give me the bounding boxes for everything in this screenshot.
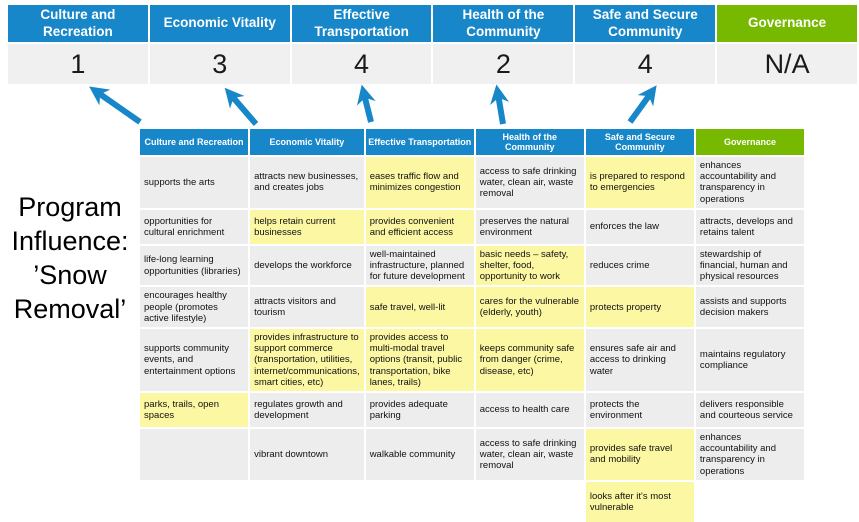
arrow-effective-transportation xyxy=(357,84,376,123)
arrow-economic-vitality xyxy=(224,87,259,126)
program-label-line-2: ’Snow Removal’ xyxy=(13,260,127,324)
matrix-cell-r7c5: provides safe travel and mobility xyxy=(585,429,694,480)
program-label-line-1: Program Influence: xyxy=(11,192,129,256)
matrix-cell-r4c1: encourages healthy people (promotes acti… xyxy=(140,287,249,328)
matrix-cell-r8c2 xyxy=(250,481,364,522)
matrix-cell-r6c3: provides adequate parking xyxy=(365,393,474,428)
matrix-cell-r2c2: helps retain current businesses xyxy=(250,209,364,244)
summary-header-culture-and-recreation: Culture and Recreation xyxy=(8,5,148,42)
matrix-cell-r8c6 xyxy=(695,481,804,522)
summary-score-safe-and-secure-community: 4 xyxy=(575,44,716,84)
matrix-cell-r2c3: provides convenient and efficient access xyxy=(365,209,474,244)
matrix-cell-r7c4: access to safe drinking water, clean air… xyxy=(475,429,584,480)
matrix-cell-r4c3: safe travel, well-lit xyxy=(365,287,474,328)
matrix-header-culture-and-recreation: Culture and Recreation xyxy=(140,129,249,155)
arrow-health-of-the-community xyxy=(490,84,510,125)
summary-score-culture-and-recreation: 1 xyxy=(8,44,148,84)
summary-header-economic-vitality: Economic Vitality xyxy=(149,5,290,42)
arrow-culture-and-recreation xyxy=(89,86,142,125)
matrix-cell-r5c4: keeps community safe from danger (crime,… xyxy=(475,329,584,392)
matrix-cell-r8c4 xyxy=(475,481,584,522)
matrix-cell-r1c5: is prepared to respond to emergencies xyxy=(585,157,694,208)
matrix-header-economic-vitality: Economic Vitality xyxy=(250,129,364,155)
matrix-header-safe-and-secure-community: Safe and Secure Community xyxy=(585,129,694,155)
matrix-cell-r1c6: enhances accountability and transparency… xyxy=(695,157,804,208)
summary-header-health-of-the-community: Health of the Community xyxy=(433,5,574,42)
matrix-cell-r3c4: basic needs – safety, shelter, food, opp… xyxy=(475,245,584,286)
summary-score-governance: N/A xyxy=(717,44,857,84)
matrix-cell-r1c2: attracts new businesses, and creates job… xyxy=(250,157,364,208)
summary-header-safe-and-secure-community: Safe and Secure Community xyxy=(575,5,716,42)
program-influence-label: Program Influence: ’Snow Removal’ xyxy=(2,190,138,326)
matrix-cell-r4c6: assists and supports decision makers xyxy=(695,287,804,328)
summary-header-effective-transportation: Effective Transportation xyxy=(291,5,432,42)
influence-matrix: Culture and Recreation Economic Vitality E… xyxy=(140,129,804,522)
matrix-header-health-of-the-community: Health of the Community xyxy=(475,129,584,155)
matrix-cell-r8c5: looks after it's most vulnerable xyxy=(585,481,694,522)
matrix-cell-r3c2: develops the workforce xyxy=(250,245,364,286)
summary-header-governance: Governance xyxy=(717,5,857,42)
priority-summary-bar: Culture and Recreation Economic Vitality E… xyxy=(8,5,857,84)
matrix-cell-r3c5: reduces crime xyxy=(585,245,694,286)
matrix-header-effective-transportation: Effective Transportation xyxy=(365,129,474,155)
matrix-cell-r8c3 xyxy=(365,481,474,522)
matrix-header-governance: Governance xyxy=(695,129,804,155)
matrix-cell-r6c4: access to health care xyxy=(475,393,584,428)
matrix-cell-r6c6: delivers responsible and courteous servi… xyxy=(695,393,804,428)
matrix-cell-r6c1: parks, trails, open spaces xyxy=(140,393,249,428)
matrix-cell-r5c6: maintains regulatory compliance xyxy=(695,329,804,392)
matrix-cell-r8c1 xyxy=(140,481,249,522)
matrix-cell-r7c3: walkable community xyxy=(365,429,474,480)
matrix-cell-r6c2: regulates growth and development xyxy=(250,393,364,428)
matrix-cell-r5c5: ensures safe air and access to drinking … xyxy=(585,329,694,392)
matrix-cell-r5c2: provides infrastructure to support comme… xyxy=(250,329,364,392)
matrix-cell-r5c3: provides access to multi-modal travel op… xyxy=(365,329,474,392)
summary-score-economic-vitality: 3 xyxy=(149,44,290,84)
matrix-cell-r6c5: protects the environment xyxy=(585,393,694,428)
matrix-cell-r2c6: attracts, develops and retains talent xyxy=(695,209,804,244)
summary-score-health-of-the-community: 2 xyxy=(433,44,574,84)
matrix-cell-r7c1 xyxy=(140,429,249,480)
matrix-cell-r2c1: opportunities for cultural enrichment xyxy=(140,209,249,244)
matrix-cell-r3c3: well-maintained infrastructure, planned … xyxy=(365,245,474,286)
matrix-cell-r2c4: preserves the natural environment xyxy=(475,209,584,244)
matrix-cell-r7c2: vibrant downtown xyxy=(250,429,364,480)
matrix-cell-r3c6: stewardship of financial, human and phys… xyxy=(695,245,804,286)
matrix-cell-r5c1: supports community events, and entertain… xyxy=(140,329,249,392)
matrix-cell-r2c5: enforces the law xyxy=(585,209,694,244)
matrix-cell-r4c4: cares for the vulnerable (elderly, youth… xyxy=(475,287,584,328)
matrix-cell-r7c6: enhances accountability and transparency… xyxy=(695,429,804,480)
matrix-cell-r4c5: protects property xyxy=(585,287,694,328)
summary-score-effective-transportation: 4 xyxy=(291,44,432,84)
matrix-cell-r1c3: eases traffic flow and minimizes congest… xyxy=(365,157,474,208)
matrix-cell-r1c1: supports the arts xyxy=(140,157,249,208)
arrow-safe-and-secure-community xyxy=(627,85,657,124)
matrix-cell-r4c2: attracts visitors and tourism xyxy=(250,287,364,328)
matrix-cell-r1c4: access to safe drinking water, clean air… xyxy=(475,157,584,208)
matrix-cell-r3c1: life-long learning opportunities (librar… xyxy=(140,245,249,286)
